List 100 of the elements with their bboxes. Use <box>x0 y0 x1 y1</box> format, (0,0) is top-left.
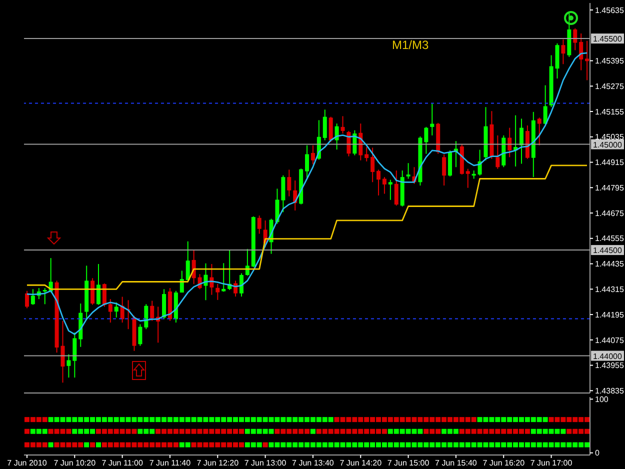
point <box>132 417 137 422</box>
candlestick <box>555 42 560 80</box>
point <box>144 442 149 448</box>
point <box>256 428 262 434</box>
point <box>442 417 447 422</box>
y-tick-label: 1.45035 <box>595 132 624 142</box>
candlestick <box>222 262 226 292</box>
candlestick <box>579 32 584 71</box>
point <box>24 417 30 422</box>
x-tick-label: 7 Jun 10:20 <box>54 458 96 468</box>
point <box>209 417 214 422</box>
point <box>477 417 482 422</box>
point <box>459 417 464 422</box>
point <box>262 428 268 434</box>
candlestick <box>322 109 327 141</box>
candlestick <box>310 144 315 165</box>
point <box>530 428 536 434</box>
point <box>584 417 590 422</box>
point <box>84 417 90 422</box>
point <box>418 428 423 434</box>
point <box>442 428 447 434</box>
point <box>96 417 101 422</box>
point <box>447 428 452 434</box>
point <box>453 417 458 422</box>
y-tick-label: 1.45395 <box>595 56 624 66</box>
point <box>418 417 423 422</box>
point <box>436 417 441 422</box>
x-tick-label: 7 Jun 13:00 <box>244 458 287 468</box>
point <box>90 442 96 448</box>
point <box>197 442 202 448</box>
candlestick <box>537 117 542 146</box>
point <box>382 417 387 422</box>
point <box>126 442 131 448</box>
point <box>227 417 232 422</box>
candlestick <box>376 169 381 196</box>
point <box>60 417 66 422</box>
point <box>370 417 376 422</box>
point <box>90 428 96 434</box>
candlestick <box>340 116 345 134</box>
point <box>471 417 476 422</box>
point <box>54 442 60 448</box>
point <box>489 417 494 422</box>
candlestick <box>72 332 77 378</box>
point <box>42 417 48 422</box>
candlestick <box>364 146 369 162</box>
point <box>424 417 429 422</box>
x-tick-label: 7 Jun 11:00 <box>102 458 144 468</box>
candlestick <box>406 162 410 180</box>
x-tick-label: 7 Jun 15:00 <box>387 458 430 468</box>
candlestick <box>573 28 578 51</box>
y-tick-label: 1.44435 <box>595 260 624 269</box>
candlestick <box>239 272 244 298</box>
point <box>238 442 244 448</box>
point <box>286 417 292 422</box>
point <box>162 442 167 448</box>
point <box>501 417 506 422</box>
point <box>215 442 220 448</box>
x-tick-label: 7 Jun 16:20 <box>482 458 526 468</box>
candlestick <box>257 215 262 234</box>
point <box>162 417 167 422</box>
point <box>221 442 226 448</box>
candlestick <box>382 176 386 194</box>
point <box>90 417 96 422</box>
point <box>542 428 548 434</box>
point <box>346 417 352 422</box>
point <box>548 428 554 434</box>
candlestick <box>561 38 566 65</box>
point <box>304 417 310 422</box>
annotation: M1/M3 <box>392 38 429 52</box>
point <box>542 417 548 422</box>
point <box>394 417 399 422</box>
candlestick <box>508 127 512 158</box>
point <box>412 417 417 422</box>
point <box>322 417 328 422</box>
candlestick <box>496 134 500 170</box>
y-tick-label: 1.45635 <box>595 6 624 15</box>
point <box>156 417 161 422</box>
point <box>185 417 190 422</box>
point <box>495 417 500 422</box>
point <box>24 442 30 448</box>
point <box>191 442 196 448</box>
point <box>138 442 143 448</box>
y-tick-label: 1.43835 <box>595 386 624 396</box>
candlestick <box>162 288 166 320</box>
ref-line-label: 1.45000 <box>593 140 622 150</box>
point <box>376 417 381 422</box>
point <box>513 417 518 422</box>
point <box>292 417 298 422</box>
point <box>250 428 256 434</box>
point <box>406 417 411 422</box>
y-tick-label: 1.44075 <box>595 336 624 345</box>
point <box>126 417 131 422</box>
candlestick <box>328 116 333 142</box>
point <box>560 417 566 422</box>
x-tick-label: 7 Jun 17:00 <box>530 458 573 468</box>
candlestick <box>108 298 112 324</box>
candlestick <box>66 354 71 378</box>
point <box>388 428 393 434</box>
point <box>36 428 42 434</box>
ref-line-label: 1.44500 <box>593 246 622 256</box>
